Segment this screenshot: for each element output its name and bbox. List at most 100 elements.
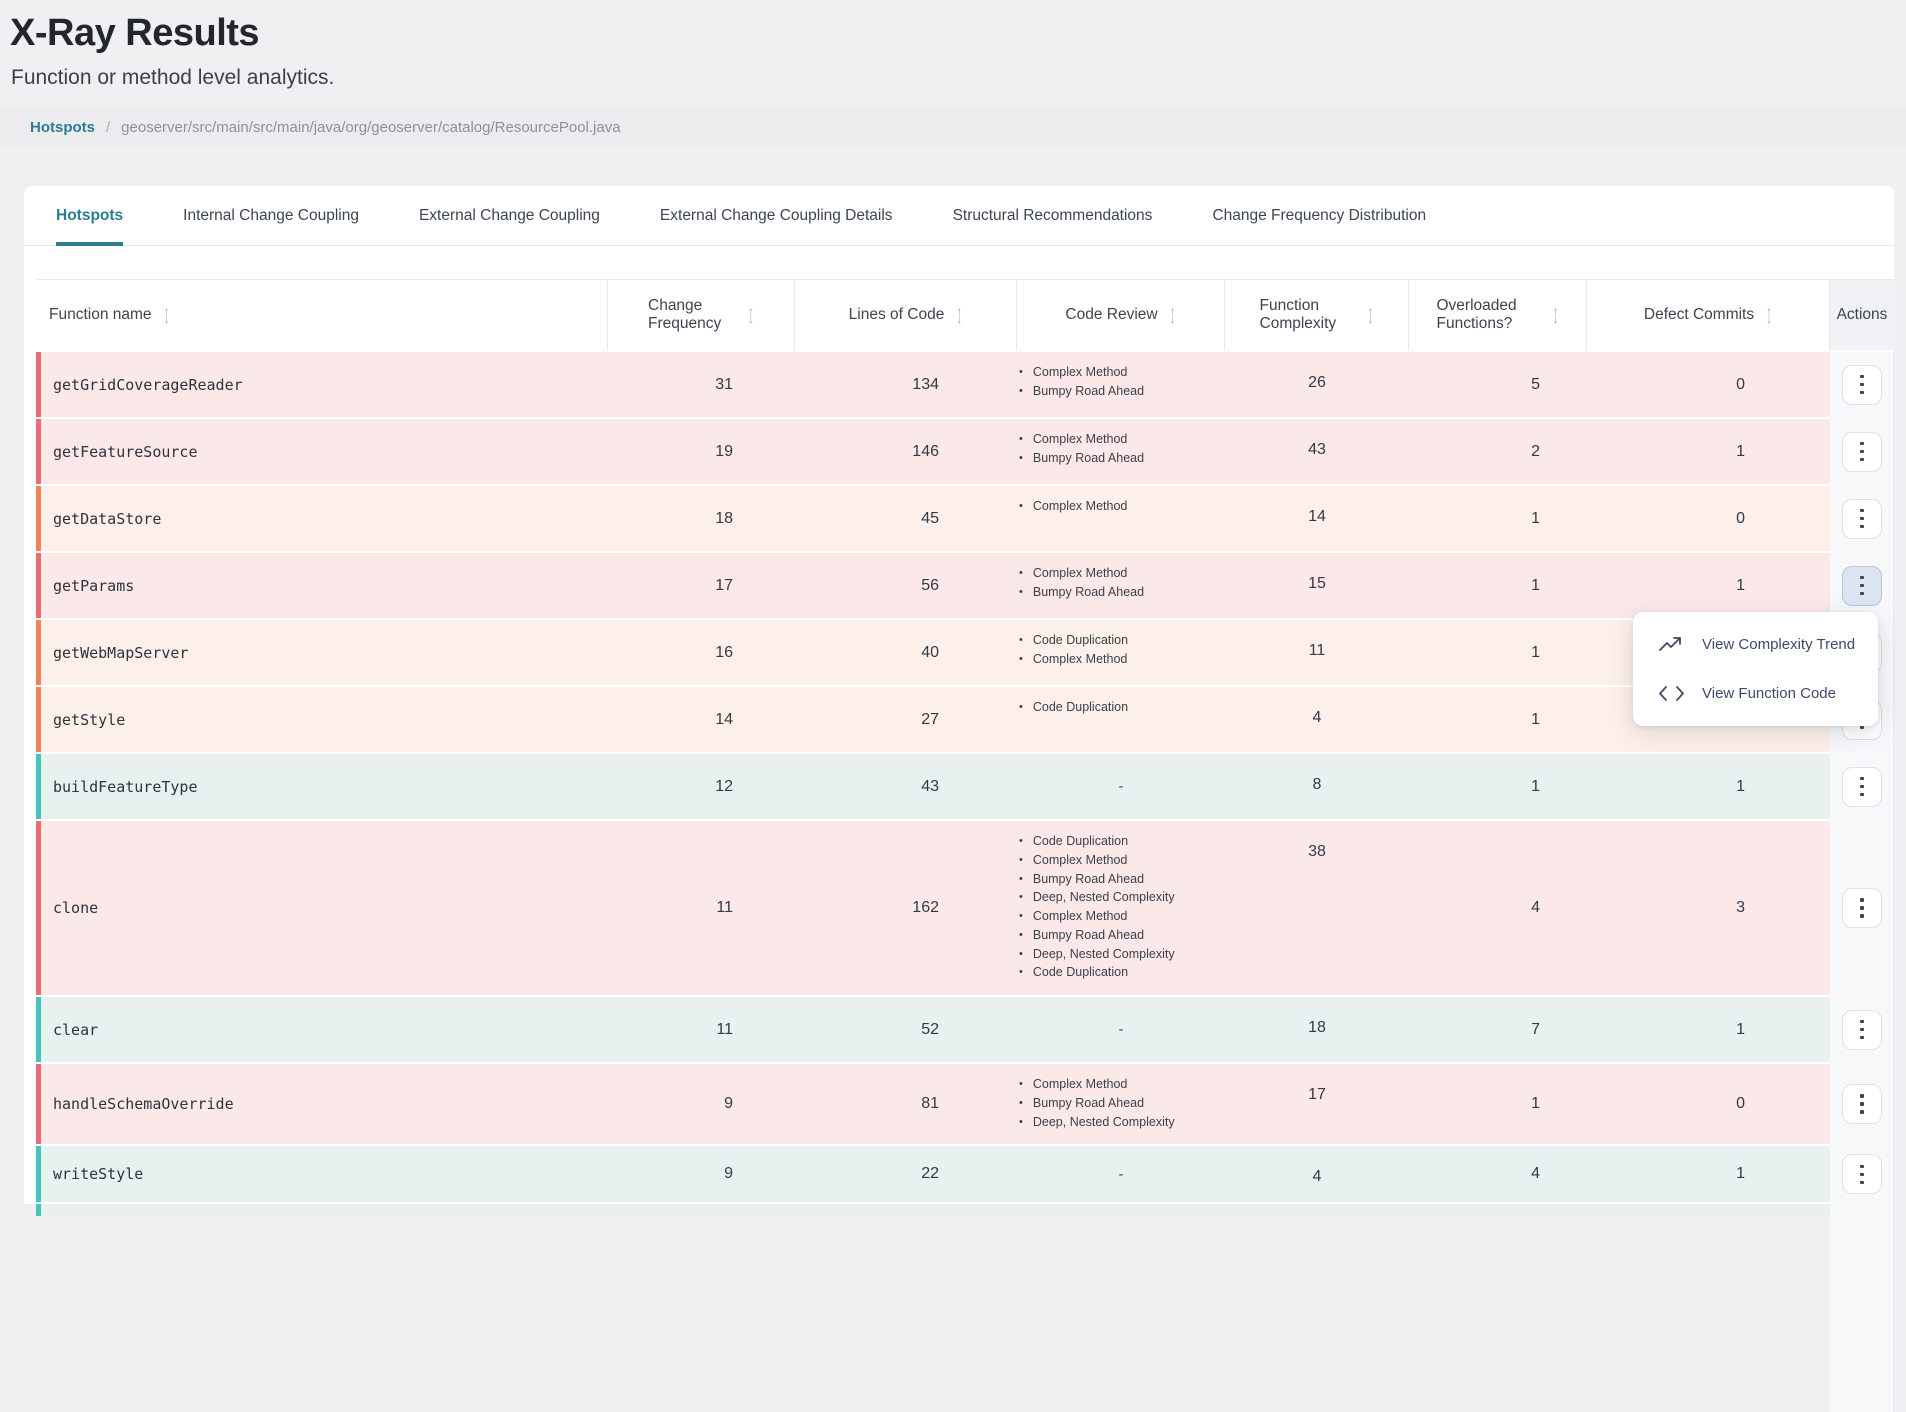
defect-commits-cell: 1 [1736, 1165, 1745, 1183]
change-frequency-cell: 19 [715, 442, 733, 460]
kebab-dot [1860, 792, 1864, 797]
breadcrumb: Hotspots / geoserver/src/main/src/main/j… [0, 108, 1906, 146]
tab-structural-recommendations[interactable]: Structural Recommendations [953, 186, 1153, 245]
lines-of-code-cell: 45 [921, 509, 939, 527]
table-row-main: getStyle 14 27 Code Duplication 4 1 [36, 687, 1830, 752]
kebab-menu-icon [1860, 575, 1864, 596]
column-header-defect-commits[interactable]: Defect Commits ↑ ↓ [1587, 280, 1830, 350]
code-review-cell: - [1118, 1021, 1124, 1038]
code-review-item: Complex Method [1019, 364, 1221, 383]
code-review-item: Bumpy Road Ahead [1019, 450, 1221, 469]
tab-change-frequency-distribution[interactable]: Change Frequency Distribution [1212, 186, 1426, 245]
lines-of-code-cell: 22 [921, 1165, 939, 1183]
row-actions-button[interactable] [1842, 1154, 1882, 1195]
code-review-cell: - [1118, 1165, 1124, 1183]
kebab-menu-icon [1860, 1164, 1864, 1184]
kebab-dot [1860, 591, 1864, 596]
code-review-list: Code DuplicationComplex Method [1019, 632, 1221, 670]
row-actions-button[interactable] [1842, 766, 1882, 807]
tab-label: External Change Coupling [418, 206, 600, 224]
column-header-code-review[interactable]: Code Review ↑ ↓ [1017, 280, 1225, 350]
row-actions-cell [1830, 1064, 1894, 1144]
function-name-cell: getFeatureSource [53, 442, 198, 461]
sort-down-arrow: ↓ [956, 312, 963, 326]
kebab-menu-icon [1860, 374, 1864, 395]
code-review-item: Bumpy Road Ahead [1019, 584, 1221, 603]
column-label: Overloaded Functions? [1436, 297, 1517, 332]
row-actions-button[interactable] [1842, 1084, 1882, 1125]
defect-commits-cell: 0 [1736, 509, 1745, 527]
tab-bar: Hotspots Internal Change Coupling External… [24, 186, 1894, 246]
change-frequency-cell: 16 [715, 643, 733, 661]
sort-arrows-icon: ↑ ↓ [1766, 305, 1773, 326]
table-row: writeStyle 9 22 - 4 4 1 [36, 1146, 1894, 1203]
row-actions-button[interactable] [1842, 431, 1882, 472]
function-name-cell: clear [53, 1020, 99, 1039]
change-frequency-cell: 9 [724, 1095, 733, 1113]
overloaded-functions-cell: 4 [1531, 899, 1540, 916]
tab-hotspots[interactable]: Hotspots [56, 186, 124, 246]
kebab-dot [1860, 784, 1864, 789]
overloaded-functions-cell: 1 [1531, 509, 1540, 527]
row-actions-cell [1830, 419, 1894, 484]
overloaded-functions-cell: 5 [1531, 375, 1540, 393]
sort-down-arrow: ↓ [1766, 312, 1773, 326]
tab-external-change-coupling-details[interactable]: External Change Coupling Details [660, 186, 893, 245]
column-header-actions: Actions [1830, 280, 1894, 350]
code-review-cell: Code DuplicationComplex MethodBumpy Road… [1017, 821, 1225, 995]
function-name-cell: getStyle [53, 710, 126, 729]
lines-of-code-cell: 146 [912, 442, 939, 460]
defect-commits-cell: 0 [1736, 1095, 1745, 1113]
lines-of-code-cell: 40 [921, 643, 939, 661]
tab-external-change-coupling[interactable]: External Change Coupling [419, 186, 600, 245]
change-frequency-cell: 17 [715, 576, 733, 594]
kebab-dot [1860, 898, 1864, 902]
row-actions-button[interactable] [1842, 364, 1882, 405]
row-actions-button[interactable] [1842, 888, 1882, 928]
code-review-cell: Complex MethodBumpy Road Ahead [1017, 553, 1225, 618]
kebab-dot [1860, 1110, 1864, 1114]
kebab-menu-icon [1860, 441, 1864, 462]
code-review-item: Code Duplication [1019, 699, 1221, 718]
table-body: getGridCoverageReader31134Complex Method… [36, 352, 1894, 1217]
function-complexity-cell: 18 [1308, 1019, 1326, 1036]
column-header-overloaded-functions[interactable]: Overloaded Functions? ↑ ↓ [1409, 280, 1587, 350]
code-review-list: Complex MethodBumpy Road Ahead [1019, 565, 1221, 603]
defect-commits-cell: 0 [1736, 375, 1745, 393]
kebab-dot [1860, 906, 1864, 910]
row-actions-button[interactable] [1842, 498, 1882, 539]
kebab-dot [1860, 449, 1864, 454]
row-actions-button[interactable] [1842, 1009, 1882, 1050]
function-complexity-cell: 38 [1308, 843, 1326, 860]
lines-of-code-cell: 52 [921, 1020, 939, 1038]
menu-item-view-function-code[interactable]: View Function Code [1633, 669, 1878, 718]
change-frequency-cell: 9 [724, 1165, 733, 1183]
sort-arrows-icon: ↑ ↓ [164, 305, 170, 325]
defect-commits-cell: 3 [1736, 899, 1745, 916]
kebab-dot [1860, 374, 1864, 379]
breadcrumb-hotspots-link[interactable]: Hotspots [30, 118, 95, 136]
table-row-main: clone11162Code DuplicationComplex Method… [36, 821, 1830, 995]
column-header-function-name[interactable]: Function name ↑ ↓ [36, 280, 608, 350]
sort-down-arrow: ↓ [748, 312, 754, 326]
row-actions-cell [1830, 1146, 1894, 1202]
column-header-lines-of-code[interactable]: Lines of Code ↑ ↓ [795, 280, 1017, 350]
overloaded-functions-cell: 4 [1531, 1165, 1540, 1183]
code-review-item: Bumpy Road Ahead [1019, 1095, 1221, 1114]
code-review-cell: Code Duplication [1017, 687, 1225, 752]
column-header-function-complexity[interactable]: Function Complexity ↑ ↓ [1225, 280, 1409, 350]
sort-down-arrow: ↓ [1552, 312, 1559, 326]
sort-up-arrow: ↑ [1367, 304, 1374, 318]
tab-internal-change-coupling[interactable]: Internal Change Coupling [183, 186, 359, 245]
code-review-item: Deep, Nested Complexity [1019, 889, 1221, 908]
function-complexity-cell: 43 [1308, 441, 1326, 458]
row-actions-cell [1830, 997, 1894, 1062]
column-header-change-frequency[interactable]: Change Frequency ↑ ↓ [608, 280, 795, 350]
row-actions-cell [1830, 352, 1894, 417]
row-actions-button[interactable] [1842, 565, 1882, 606]
menu-item-view-complexity-trend[interactable]: View Complexity Trend [1633, 620, 1878, 669]
function-name-cell: clone [53, 899, 99, 917]
code-review-item: Code Duplication [1019, 833, 1221, 852]
page-header: X-Ray Results Function or method level a… [0, 0, 1906, 90]
lines-of-code-cell: 134 [912, 375, 939, 393]
